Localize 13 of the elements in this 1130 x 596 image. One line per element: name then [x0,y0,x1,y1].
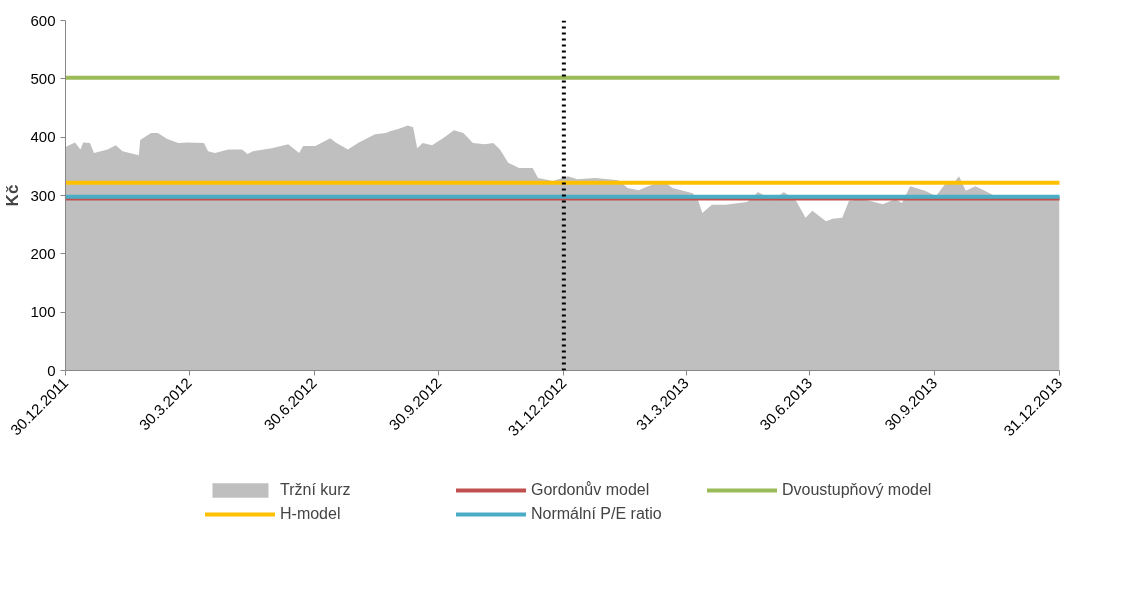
legend-label: Tržní kurz [280,481,352,499]
legend-label: Dvoustupňový model [782,481,933,499]
y-tick-label: 300 [30,186,56,204]
y-tick-label: 0 [47,361,56,379]
y-axis-title: Kč [3,184,23,207]
legend-label: Normální P/E ratio [531,505,663,523]
y-tick-label: 600 [30,11,56,29]
y-tick-label: 100 [30,303,56,321]
y-tick-label: 400 [30,128,56,146]
legend-label: H-model [280,505,342,523]
legend-label: Gordonův model [531,481,651,499]
y-tick-label: 500 [30,69,56,87]
y-tick-label: 200 [30,244,56,262]
